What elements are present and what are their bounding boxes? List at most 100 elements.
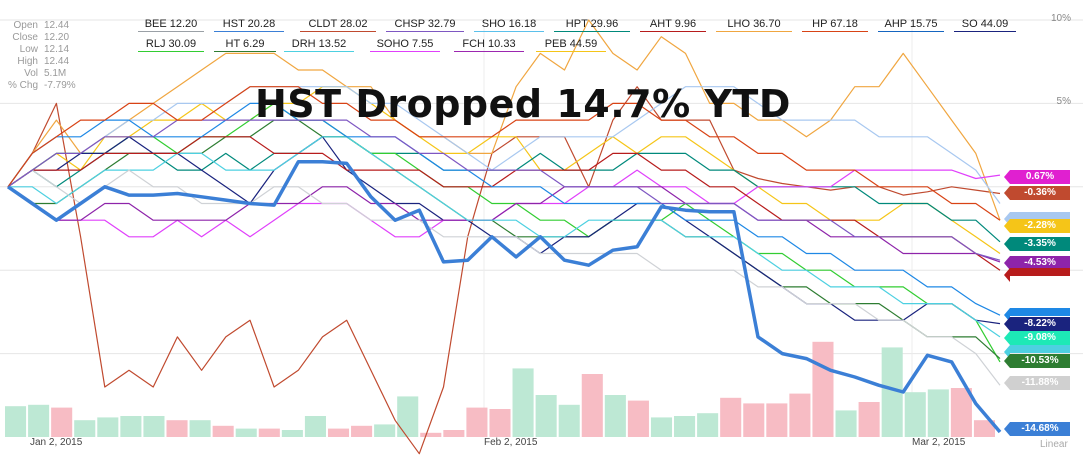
legend-item-drh[interactable]: DRH 13.52	[284, 36, 354, 52]
volume-bar	[5, 406, 27, 437]
volume-bar	[789, 393, 811, 437]
volume-bar	[904, 392, 926, 437]
scale-toggle-linear[interactable]: Linear	[1040, 439, 1068, 450]
y-label-10: 10%	[1050, 13, 1071, 24]
volume-bar	[120, 416, 142, 437]
quote-row-vol: Vol 5.1M	[24, 68, 67, 79]
volume-bar	[258, 428, 280, 437]
series-line-hp	[7, 86, 1001, 221]
legend-item-cldt[interactable]: CLDT 28.02	[300, 16, 376, 32]
legend-item-peb[interactable]: PEB 44.59	[536, 36, 606, 52]
quote-row-low: Low 12.14	[19, 44, 70, 55]
volume-bar	[927, 389, 949, 437]
legend-item-so[interactable]: SO 44.09	[954, 16, 1016, 32]
volume-bar	[766, 403, 788, 437]
volume-bar	[166, 420, 188, 437]
quote-info-panel: Open 12.44 Close 12.20 Low 12.14 High 12.44 …	[6, 20, 76, 92]
volume-bar	[397, 396, 419, 437]
series-line-so	[7, 136, 1001, 325]
volume-bar	[281, 430, 303, 437]
volume-bar	[973, 420, 995, 437]
volume-bar	[374, 424, 396, 437]
badge-peb: -2.28%	[1004, 219, 1070, 233]
volume-bar	[235, 428, 257, 437]
quote-row-pct-change: % Chg -7.79%	[7, 80, 76, 91]
series-line-ahp	[7, 86, 1001, 204]
series-line-bee	[7, 169, 1001, 386]
badge-hpt: -3.35%	[1004, 237, 1070, 251]
legend-item-sho[interactable]: SHO 16.18	[474, 16, 544, 32]
series-line-hpt	[7, 136, 1001, 243]
badge-fch: -4.53%	[1004, 256, 1070, 270]
volume-bar	[604, 395, 626, 437]
volume-bar	[189, 420, 211, 437]
volume-bar	[835, 410, 857, 437]
volume-bar	[443, 430, 465, 437]
series-line-sho	[7, 102, 1001, 316]
badge-cldt: -0.36%	[1004, 186, 1070, 200]
legend-item-hp[interactable]: HP 67.18	[802, 16, 868, 32]
legend-item-hst[interactable]: HST 20.28	[214, 16, 284, 32]
volume-bar	[697, 413, 719, 437]
series-line-fch	[7, 186, 1001, 263]
series-line-rlj	[7, 102, 1001, 363]
badge-rlj: -9.08%	[1004, 331, 1070, 345]
volume-bar	[327, 428, 350, 437]
legend-item-bee[interactable]: BEE 12.20	[138, 16, 204, 32]
x-label-jan: Jan 2, 2015	[30, 437, 83, 448]
badge-aht	[1004, 268, 1070, 282]
series-line-chsp	[7, 119, 1001, 261]
volume-bar	[720, 397, 742, 437]
volume-bar	[143, 416, 165, 437]
legend-item-rlj[interactable]: RLJ 30.09	[138, 36, 204, 52]
series-line-cldt	[7, 86, 1001, 455]
series-line-lho	[7, 19, 1001, 221]
volume-bar	[74, 420, 96, 437]
volume-bar	[650, 417, 673, 437]
legend-item-lho[interactable]: LHO 36.70	[716, 16, 792, 32]
badge-sho	[1004, 308, 1070, 322]
y-label-5: 5%	[1056, 96, 1071, 107]
headline-title: HST Dropped 14.7% YTD	[255, 82, 791, 126]
x-label-feb: Feb 2, 2015	[484, 437, 538, 448]
volume-bar	[420, 432, 442, 437]
badge-so: -8.22%	[1004, 317, 1070, 331]
volume-bar	[512, 368, 534, 437]
legend-item-hpt[interactable]: HPT 29.96	[554, 16, 630, 32]
volume-bar	[351, 425, 373, 437]
x-label-mar: Mar 2, 2015	[912, 437, 966, 448]
series-line-hst	[7, 160, 1002, 434]
volume-bar	[674, 416, 696, 437]
badge-ht: -10.53%	[1004, 354, 1070, 368]
volume-bar	[950, 388, 972, 437]
volume-bar	[881, 347, 903, 437]
badge-bee: -11.88%	[1004, 376, 1070, 390]
volume-bar	[51, 407, 73, 437]
series-line-drh	[8, 136, 1001, 338]
legend-item-soho[interactable]: SOHO 7.55	[370, 36, 440, 52]
legend-item-aht[interactable]: AHT 9.96	[640, 16, 706, 32]
legend-item-chsp[interactable]: CHSP 32.79	[386, 16, 464, 32]
volume-bar	[489, 409, 511, 437]
volume-bar	[558, 404, 580, 437]
legend-item-ahp[interactable]: AHP 15.75	[878, 16, 944, 32]
volume-bar	[812, 341, 834, 437]
legend-item-fch[interactable]: FCH 10.33	[454, 36, 524, 52]
volume-bar	[466, 407, 488, 437]
volume-bar	[581, 374, 603, 437]
quote-row-close: Close 12.20	[12, 32, 70, 43]
volume-bar	[535, 395, 557, 437]
quote-row-open: Open 12.44	[13, 20, 70, 31]
badge-hst: -14.68%	[1004, 422, 1070, 436]
volume-bar	[304, 416, 326, 437]
legend-item-ht[interactable]: HT 6.29	[214, 36, 276, 52]
volume-bar	[743, 403, 765, 437]
badge-drh	[1004, 345, 1070, 359]
quote-row-high: High 12.44	[17, 56, 70, 67]
volume-bar	[97, 417, 119, 437]
volume-bar	[858, 402, 880, 437]
volume-bar	[28, 404, 50, 437]
badge-soho: 0.67%	[1004, 170, 1070, 184]
volume-bar	[212, 425, 234, 437]
